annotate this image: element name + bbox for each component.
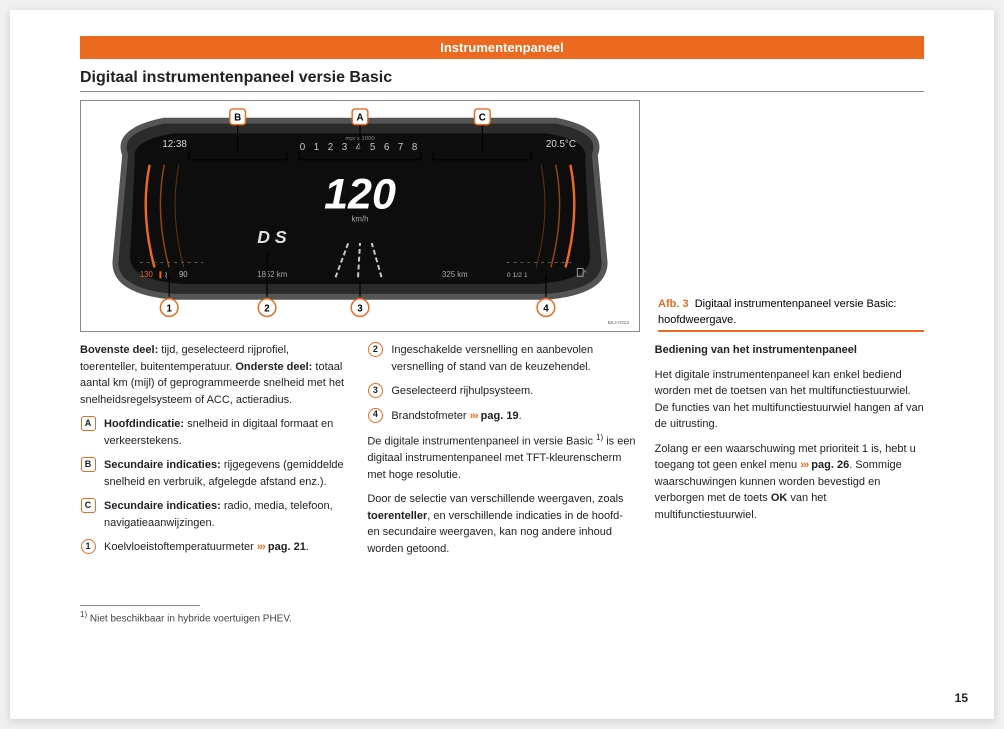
item-4: 4 Brandstofmeter ››› pag. 19. <box>367 408 636 425</box>
marker-4-icon: 4 <box>368 408 383 423</box>
dash-speed-unit: km/h <box>352 214 369 223</box>
footnote: 1) Niet beschikbaar in hybride voertuige… <box>80 610 924 624</box>
item-3: 3 Geselecteerd rijhulpsysteem. <box>367 383 636 400</box>
figure-row: 12:38 mpr x 1000 0 1 2 3 4 5 6 7 8 20.5°… <box>80 100 924 332</box>
column-3: Bediening van het instrumentenpaneel Het… <box>655 342 924 565</box>
item-C: C Secundaire indicaties: radio, media, t… <box>80 498 349 531</box>
dash-gear: D S <box>257 227 287 247</box>
marker-2-icon: 2 <box>368 342 383 357</box>
dash-km-range: 325 km <box>442 270 468 279</box>
item-B: B Secundaire indicaties: rijgegevens (ge… <box>80 457 349 490</box>
dash-km-total: 1852 km <box>257 270 287 279</box>
column-1: Bovenste deel: tijd, geselecteerd rijpro… <box>80 342 349 565</box>
marker-3-icon: 3 <box>368 383 383 398</box>
item-A: A Hoofdindicatie: snelheid in digitaal f… <box>80 416 349 449</box>
col1-intro: Bovenste deel: tijd, geselecteerd rijpro… <box>80 342 349 408</box>
marker-B-icon: B <box>81 457 96 472</box>
footnote-divider <box>80 605 200 606</box>
figure-id: BKJ-0313 <box>608 320 630 326</box>
col3-p2: Zolang er een waarschuwing met prioritei… <box>655 441 924 524</box>
figure-box: 12:38 mpr x 1000 0 1 2 3 4 5 6 7 8 20.5°… <box>80 100 640 332</box>
caption-block: Afb. 3 Digitaal instrumentenpaneel versi… <box>658 100 924 332</box>
marker-C-icon: C <box>81 498 96 513</box>
under-figure-cols: Bovenste deel: tijd, geselecteerd rijpro… <box>80 342 924 565</box>
svg-text:2: 2 <box>264 303 270 314</box>
content-columns: 12:38 mpr x 1000 0 1 2 3 4 5 6 7 8 20.5°… <box>80 100 924 565</box>
marker-A-icon: A <box>81 416 96 431</box>
column-2: 2 Ingeschakelde versnelling en aanbevole… <box>367 342 636 565</box>
header-bar: Instrumentenpaneel <box>80 36 924 59</box>
dash-right: 0 1/2 1 <box>507 272 528 279</box>
svg-text:1: 1 <box>166 303 172 314</box>
svg-text:⌇: ⌇ <box>164 271 168 280</box>
svg-text:A: A <box>356 113 363 124</box>
col3-p1: Het digitale instrumentenpaneel kan enke… <box>655 367 924 433</box>
page: Instrumentenpaneel Digitaal instrumenten… <box>10 10 994 719</box>
item-1: 1 Koelvloeistoftemperatuurmeter ››› pag.… <box>80 539 349 556</box>
dash-temp: 20.5°C <box>546 139 576 150</box>
dash-left-lo: 130 <box>140 270 154 279</box>
col2-p2: Door de selectie van verschillende weerg… <box>367 491 636 557</box>
dash-speed: 120 <box>324 171 396 219</box>
item-2: 2 Ingeschakelde versnelling en aanbevole… <box>367 342 636 375</box>
caption-divider <box>658 330 924 332</box>
svg-text:C: C <box>479 113 486 124</box>
page-number: 15 <box>955 691 968 705</box>
dash-left-hi: 90 <box>179 270 188 279</box>
svg-text:3: 3 <box>357 303 363 314</box>
col2-p1: De digitale instrumentenpaneel in versie… <box>367 432 636 483</box>
marker-1-icon: 1 <box>81 539 96 554</box>
title-row: Digitaal instrumentenpaneel versie Basic <box>80 69 924 92</box>
left-block: 12:38 mpr x 1000 0 1 2 3 4 5 6 7 8 20.5°… <box>80 100 924 565</box>
svg-text:4: 4 <box>543 303 549 314</box>
svg-text:B: B <box>234 113 241 124</box>
dashboard-svg: 12:38 mpr x 1000 0 1 2 3 4 5 6 7 8 20.5°… <box>86 106 634 326</box>
section-title: Digitaal instrumentenpaneel versie Basic <box>80 69 924 87</box>
dash-time: 12:38 <box>162 139 186 150</box>
caption-label: Afb. 3 <box>658 298 689 310</box>
caption-text: Digitaal instrumentenpaneel versie Basic… <box>658 298 896 325</box>
col3-heading: Bediening van het instrumentenpaneel <box>655 342 924 359</box>
